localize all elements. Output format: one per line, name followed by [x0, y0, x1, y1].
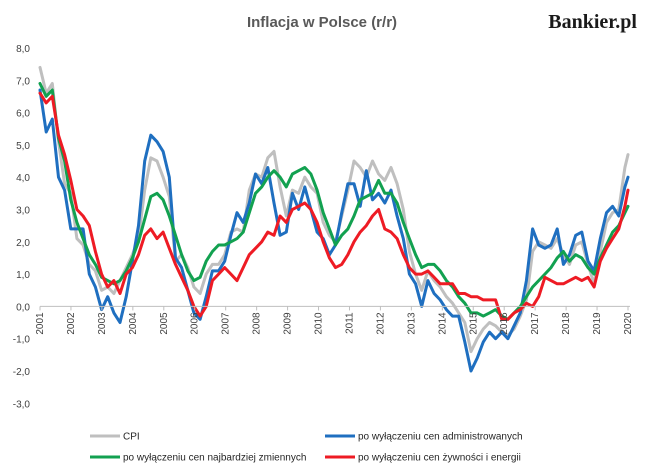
y-tick-label: -3,0 [13, 399, 31, 410]
x-tick-label: 2001 [35, 312, 46, 335]
x-tick-label: 2016 [499, 312, 510, 335]
series-line-1 [38, 65, 630, 354]
legend-label-2: po wyłączeniu cen administrowanych [358, 432, 523, 443]
chart-title: Inflacja w Polsce (r/r) [247, 14, 397, 31]
x-tick-label: 2018 [561, 312, 572, 335]
x-tick-label: 2015 [468, 312, 479, 335]
x-tick-label: 2006 [190, 312, 201, 335]
legend: CPI po wyłączeniu cen administrowanych po … [90, 432, 523, 464]
y-tick-label: 4,0 [16, 173, 30, 184]
y-tick-label: 8,0 [16, 44, 30, 55]
y-tick-label: 7,0 [16, 76, 30, 87]
x-axis: 2001 2002 2003 2004 2005 2006 2007 2008 2009 2010… [35, 305, 634, 335]
y-tick-label: 2,0 [16, 238, 30, 249]
legend-label-4: po wyłączeniu cen żywności i energii [358, 453, 521, 464]
x-tick-label: 2012 [375, 312, 386, 335]
legend-label-3: po wyłączeniu cen najbardziej zmiennych [123, 453, 306, 464]
y-tick-label: -2,0 [13, 367, 31, 378]
x-tick-label: 2010 [314, 312, 325, 335]
x-tick-label: 2002 [66, 312, 77, 335]
x-tick-label: 2009 [283, 312, 294, 335]
series-line-3 [38, 82, 630, 321]
x-tick-label: 2007 [221, 312, 232, 335]
y-tick-label: 6,0 [16, 109, 30, 120]
x-tick-label: 2004 [128, 312, 139, 335]
x-tick-label: 2017 [530, 312, 541, 335]
x-tick-label: 2013 [406, 312, 417, 335]
y-axis: 8,0 7,0 6,0 5,0 4,0 3,0 2,0 1,0 0,0 -1,0 -2,0 -3,0 [13, 44, 31, 410]
y-tick-label: -1,0 [13, 335, 31, 346]
y-tick-label: 0,0 [16, 302, 30, 313]
y-tick-label: 3,0 [16, 206, 30, 217]
y-tick-label: 1,0 [16, 270, 30, 281]
x-tick-label: 2014 [437, 312, 448, 335]
legend-label-1: CPI [123, 432, 140, 443]
x-tick-label: 2011 [344, 312, 355, 334]
y-tick-label: 5,0 [16, 141, 30, 152]
brand-logo: Bankier.pl [548, 11, 637, 33]
x-tick-label: 2020 [623, 312, 634, 335]
x-tick-label: 2003 [97, 312, 108, 335]
x-tick-label: 2005 [159, 312, 170, 335]
x-tick-label: 2008 [252, 312, 263, 335]
x-tick-label: 2019 [592, 312, 603, 335]
